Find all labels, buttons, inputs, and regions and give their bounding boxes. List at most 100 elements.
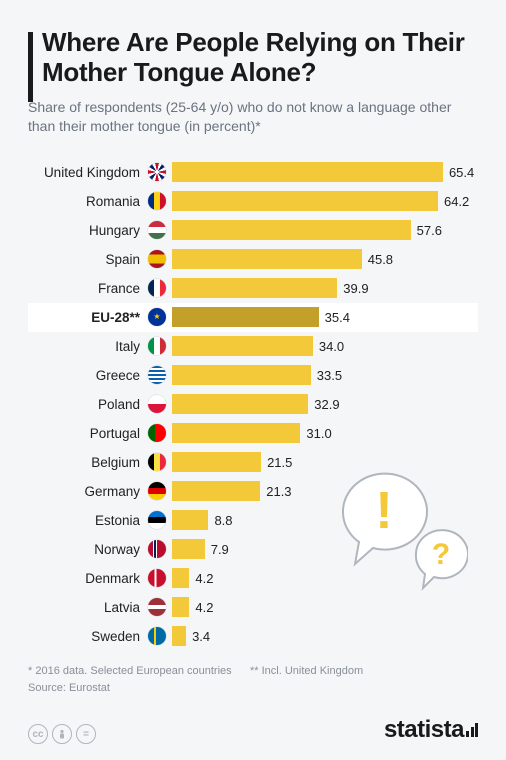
- bar-value: 21.3: [266, 484, 291, 499]
- bar-value: 35.4: [325, 310, 350, 325]
- bang-glyph: !: [375, 482, 392, 540]
- country-label: United Kingdom: [28, 165, 144, 180]
- bar-value: 4.2: [195, 600, 213, 615]
- bar: [172, 220, 411, 240]
- speech-bubbles-icon: ! ?: [328, 462, 468, 602]
- pt-flag-icon: [148, 424, 166, 442]
- bar-row: EU-28** ★ 35.4: [28, 303, 478, 332]
- country-label: Spain: [28, 252, 144, 267]
- bar: [172, 423, 300, 443]
- footnote-data: * 2016 data. Selected European countries: [28, 665, 232, 677]
- bar-row: Poland 32.9: [28, 390, 478, 419]
- bar: [172, 278, 337, 298]
- bar-row: United Kingdom 65.4: [28, 158, 478, 187]
- bar-wrap: 32.9: [172, 390, 478, 419]
- bar: [172, 597, 189, 617]
- bottom-bar: cc = statista: [28, 716, 478, 744]
- footnotes: * 2016 data. Selected European countries…: [28, 663, 363, 696]
- country-label: Poland: [28, 397, 144, 412]
- country-label: Romania: [28, 194, 144, 209]
- dk-flag-icon: [148, 569, 166, 587]
- es-flag-icon: [148, 250, 166, 268]
- bar: [172, 481, 260, 501]
- bar: [172, 510, 208, 530]
- bar: [172, 307, 319, 327]
- cc-license-icons: cc =: [28, 724, 96, 744]
- bar-value: 8.8: [214, 513, 232, 528]
- bar-value: 4.2: [195, 571, 213, 586]
- chart-subtitle: Share of respondents (25-64 y/o) who do …: [28, 98, 478, 136]
- bar: [172, 394, 308, 414]
- bar-wrap: 34.0: [172, 332, 478, 361]
- bar-row: Sweden 3.4: [28, 622, 478, 651]
- cc-icon: cc: [28, 724, 48, 744]
- statista-logo: statista: [384, 716, 478, 744]
- question-glyph: ?: [432, 538, 450, 571]
- it-flag-icon: [148, 337, 166, 355]
- nd-icon: =: [76, 724, 96, 744]
- bar-wrap: 39.9: [172, 274, 478, 303]
- country-label: Norway: [28, 542, 144, 557]
- bar: [172, 626, 186, 646]
- bar-wrap: 3.4: [172, 622, 478, 651]
- bar-value: 21.5: [267, 455, 292, 470]
- no-flag-icon: [148, 540, 166, 558]
- bar-row: Hungary 57.6: [28, 216, 478, 245]
- bar-value: 7.9: [211, 542, 229, 557]
- bar-wrap: 45.8: [172, 245, 478, 274]
- country-label: Hungary: [28, 223, 144, 238]
- bar-wrap: 31.0: [172, 419, 478, 448]
- bar-value: 65.4: [449, 165, 474, 180]
- bar-wrap: 64.2: [172, 187, 478, 216]
- bar-value: 34.0: [319, 339, 344, 354]
- bar-value: 57.6: [417, 223, 442, 238]
- bar-row: Romania 64.2: [28, 187, 478, 216]
- bar-row: Greece 33.5: [28, 361, 478, 390]
- chart-title: Where Are People Relying on Their Mother…: [42, 28, 478, 88]
- country-label: Denmark: [28, 571, 144, 586]
- country-label: Germany: [28, 484, 144, 499]
- country-label: Greece: [28, 368, 144, 383]
- logo-text: statista: [384, 716, 464, 744]
- bar-row: Spain 45.8: [28, 245, 478, 274]
- hu-flag-icon: [148, 221, 166, 239]
- country-label: Estonia: [28, 513, 144, 528]
- bar-wrap: 33.5: [172, 361, 478, 390]
- fr-flag-icon: [148, 279, 166, 297]
- bar: [172, 249, 362, 269]
- bar: [172, 365, 311, 385]
- pl-flag-icon: [148, 395, 166, 413]
- bar: [172, 452, 261, 472]
- ro-flag-icon: [148, 192, 166, 210]
- bar-value: 64.2: [444, 194, 469, 209]
- bar-row: Portugal 31.0: [28, 419, 478, 448]
- country-label: France: [28, 281, 144, 296]
- footnote-incl: ** Incl. United Kingdom: [250, 665, 363, 677]
- bar-row: Italy34.0: [28, 332, 478, 361]
- country-label: Portugal: [28, 426, 144, 441]
- bar-value: 3.4: [192, 629, 210, 644]
- bar-row: France 39.9: [28, 274, 478, 303]
- footnote-source: Source: Eurostat: [28, 682, 110, 694]
- country-label: Latvia: [28, 600, 144, 615]
- bar-value: 32.9: [314, 397, 339, 412]
- ee-flag-icon: [148, 511, 166, 529]
- bar: [172, 568, 189, 588]
- bar-wrap: 35.4: [172, 303, 478, 332]
- country-label: EU-28**: [28, 310, 144, 325]
- bar: [172, 162, 443, 182]
- de-flag-icon: [148, 482, 166, 500]
- logo-bars-icon: [466, 723, 478, 737]
- bar-value: 33.5: [317, 368, 342, 383]
- by-icon: [52, 724, 72, 744]
- bar: [172, 539, 205, 559]
- country-label: Sweden: [28, 629, 144, 644]
- uk-flag-icon: [148, 163, 166, 181]
- bar: [172, 336, 313, 356]
- be-flag-icon: [148, 453, 166, 471]
- bar-value: 45.8: [368, 252, 393, 267]
- bar-value: 31.0: [306, 426, 331, 441]
- eu-flag-icon: ★: [148, 308, 166, 326]
- country-label: Belgium: [28, 455, 144, 470]
- se-flag-icon: [148, 627, 166, 645]
